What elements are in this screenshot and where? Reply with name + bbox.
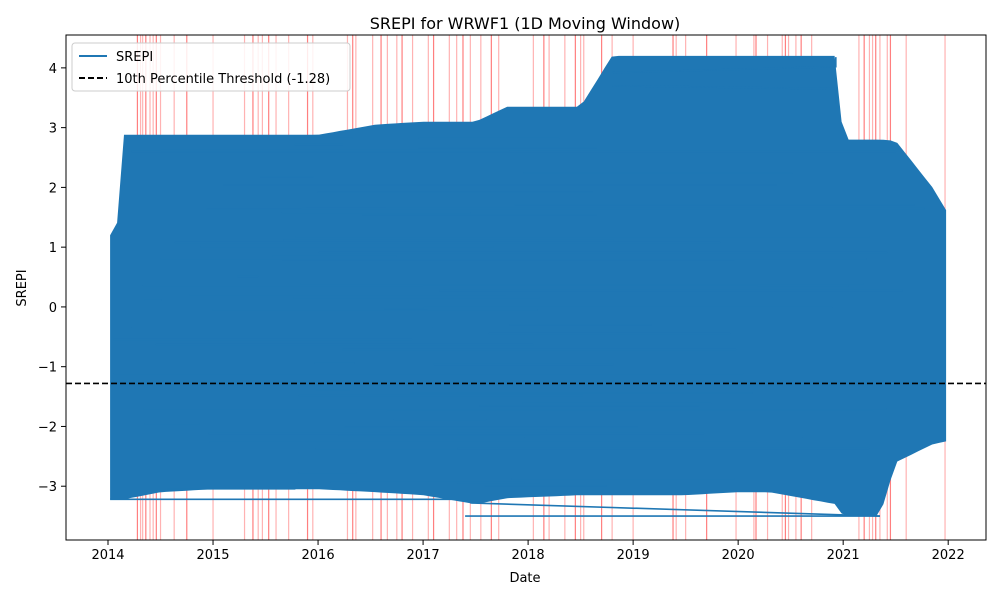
x-tick-label: 2015 xyxy=(196,548,229,563)
y-axis: −3 −2 −1 0 1 2 3 4 xyxy=(38,62,66,495)
y-tick-label: 2 xyxy=(49,181,57,196)
y-tick-label: −1 xyxy=(38,361,57,376)
y-axis-label: SREPI xyxy=(15,269,30,306)
srepi-peak-segment xyxy=(612,84,837,104)
y-tick-label: −3 xyxy=(38,480,57,495)
x-tick-label: 2021 xyxy=(827,548,860,563)
y-tick-label: 0 xyxy=(49,301,57,316)
x-tick-label: 2018 xyxy=(512,548,545,563)
srepi-trough-segment xyxy=(470,502,880,517)
srepi-peak-segment xyxy=(612,57,837,74)
x-tick-label: 2017 xyxy=(407,548,440,563)
x-axis-label: Date xyxy=(509,571,540,586)
y-tick-label: 3 xyxy=(49,122,57,137)
x-tick-label: 2016 xyxy=(302,548,335,563)
x-tick-label: 2020 xyxy=(722,548,755,563)
x-tick-label: 2022 xyxy=(932,548,965,563)
x-tick-label: 2019 xyxy=(617,548,650,563)
plot-frame xyxy=(65,34,987,541)
x-tick-label: 2014 xyxy=(91,548,124,563)
chart-title: SREPI for WRWF1 (1D Moving Window) xyxy=(370,14,681,33)
srepi-series xyxy=(110,55,947,517)
y-tick-label: −2 xyxy=(38,420,57,435)
y-tick-label: 4 xyxy=(49,62,57,77)
legend-box xyxy=(71,42,351,92)
legend-label-srepi: SREPI xyxy=(116,50,153,65)
legend: SREPI 10th Percentile Threshold (-1.28) xyxy=(71,42,351,92)
y-tick-label: 1 xyxy=(49,241,57,256)
x-axis: 2014 2015 2016 2017 2018 2019 2020 2021 2022 xyxy=(91,540,965,563)
legend-label-threshold: 10th Percentile Threshold (-1.28) xyxy=(116,72,330,87)
plot-area xyxy=(65,34,987,541)
